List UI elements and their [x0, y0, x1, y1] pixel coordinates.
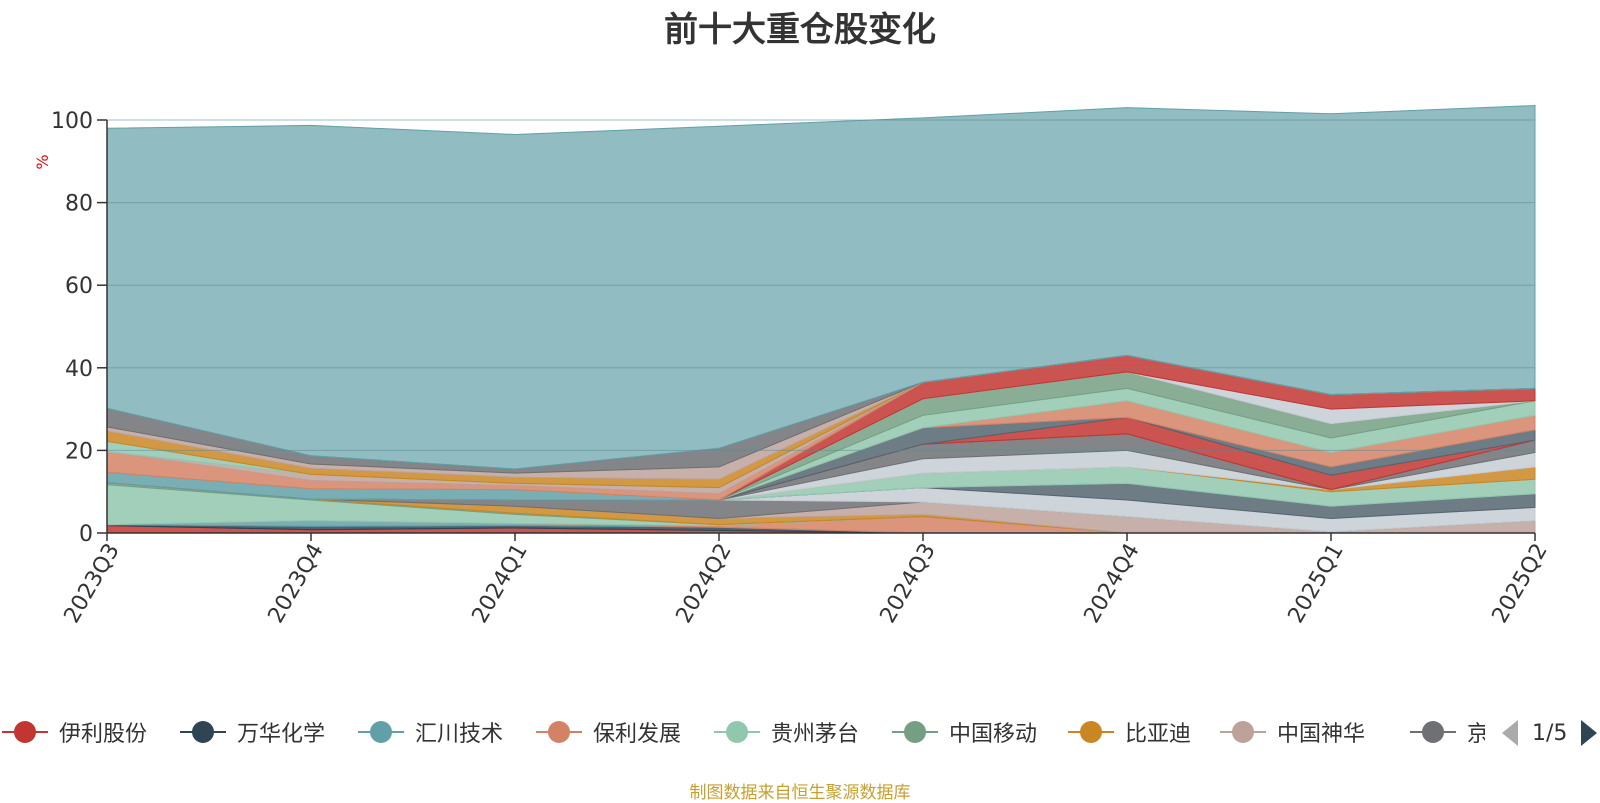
chart-title: 前十大重仓股变化	[664, 10, 936, 50]
legend-label: 中国神华	[1277, 722, 1366, 747]
legend-item[interactable]: 万华化学	[178, 712, 325, 752]
legend-label: 贵州茅台	[771, 722, 860, 747]
area-series-29	[106, 104, 1536, 470]
legend-marker-icon	[536, 721, 582, 743]
legend-marker-icon	[2, 721, 48, 743]
y-tick-label: 80	[65, 192, 93, 217]
legend-pager: 1/5	[1500, 718, 1599, 748]
x-tick-label: 2024Q1	[468, 539, 533, 627]
x-tick-label: 2023Q3	[60, 539, 125, 627]
area-series	[106, 104, 1536, 534]
y-axis-unit-label: %	[33, 154, 52, 169]
chart-area: % 0 20 40 60 80 100 2023Q3 2023Q4 2024Q1 2024Q2 20…	[33, 104, 1553, 627]
y-tick-label: 0	[79, 522, 93, 547]
legend-marker-icon	[180, 721, 226, 743]
legend-label: 伊利股份	[59, 722, 148, 747]
y-tick-label: 60	[65, 274, 93, 299]
legend-label: 万华化学	[237, 722, 326, 747]
triangle-right-icon[interactable]	[1579, 718, 1599, 748]
x-tick-label: 2025Q1	[1284, 539, 1349, 627]
legend: 伊利股份 万华化学 汇川技术 保利发展 贵州茅台 中国移动 比亚迪 中国神华 京沪高铁	[0, 712, 1485, 758]
grid-lines	[107, 119, 1535, 451]
x-tick-label: 2024Q3	[876, 539, 941, 627]
legend-item[interactable]: 中国移动	[890, 712, 1037, 752]
legend-label: 中国移动	[949, 722, 1038, 747]
legend-label: 汇川技术	[415, 722, 504, 747]
legend-item[interactable]: 比亚迪	[1066, 712, 1191, 752]
x-tick-label: 2024Q4	[1080, 539, 1145, 627]
data-source-note: 制图数据来自恒生聚源数据库	[689, 783, 911, 803]
legend-label: 比亚迪	[1125, 722, 1192, 747]
legend-marker-icon	[714, 721, 760, 743]
y-tick-label: 20	[65, 439, 93, 464]
legend-marker-icon	[1220, 721, 1266, 743]
legend-item[interactable]: 中国神华	[1218, 712, 1365, 752]
legend-item[interactable]: 汇川技术	[356, 712, 503, 752]
x-tick-label: 2023Q4	[264, 539, 329, 627]
y-tick-label: 40	[65, 357, 93, 382]
y-tick-label: 100	[51, 109, 93, 134]
legend-marker-icon	[1410, 721, 1456, 743]
legend-item[interactable]: 贵州茅台	[712, 712, 859, 752]
legend-item[interactable]: 伊利股份	[0, 712, 147, 752]
legend-label: 京沪高铁	[1467, 722, 1485, 747]
legend-marker-icon	[892, 721, 938, 743]
triangle-left-icon[interactable]	[1500, 718, 1520, 748]
x-tick-label: 2025Q2	[1488, 539, 1553, 627]
legend-label: 保利发展	[593, 722, 682, 747]
legend-marker-icon	[358, 721, 404, 743]
x-tick-label: 2024Q2	[672, 539, 737, 627]
legend-item[interactable]: 京沪高铁	[1408, 712, 1485, 752]
legend-marker-icon	[1068, 721, 1114, 743]
legend-item[interactable]: 保利发展	[534, 712, 681, 752]
legend-page-indicator: 1/5	[1532, 720, 1568, 746]
